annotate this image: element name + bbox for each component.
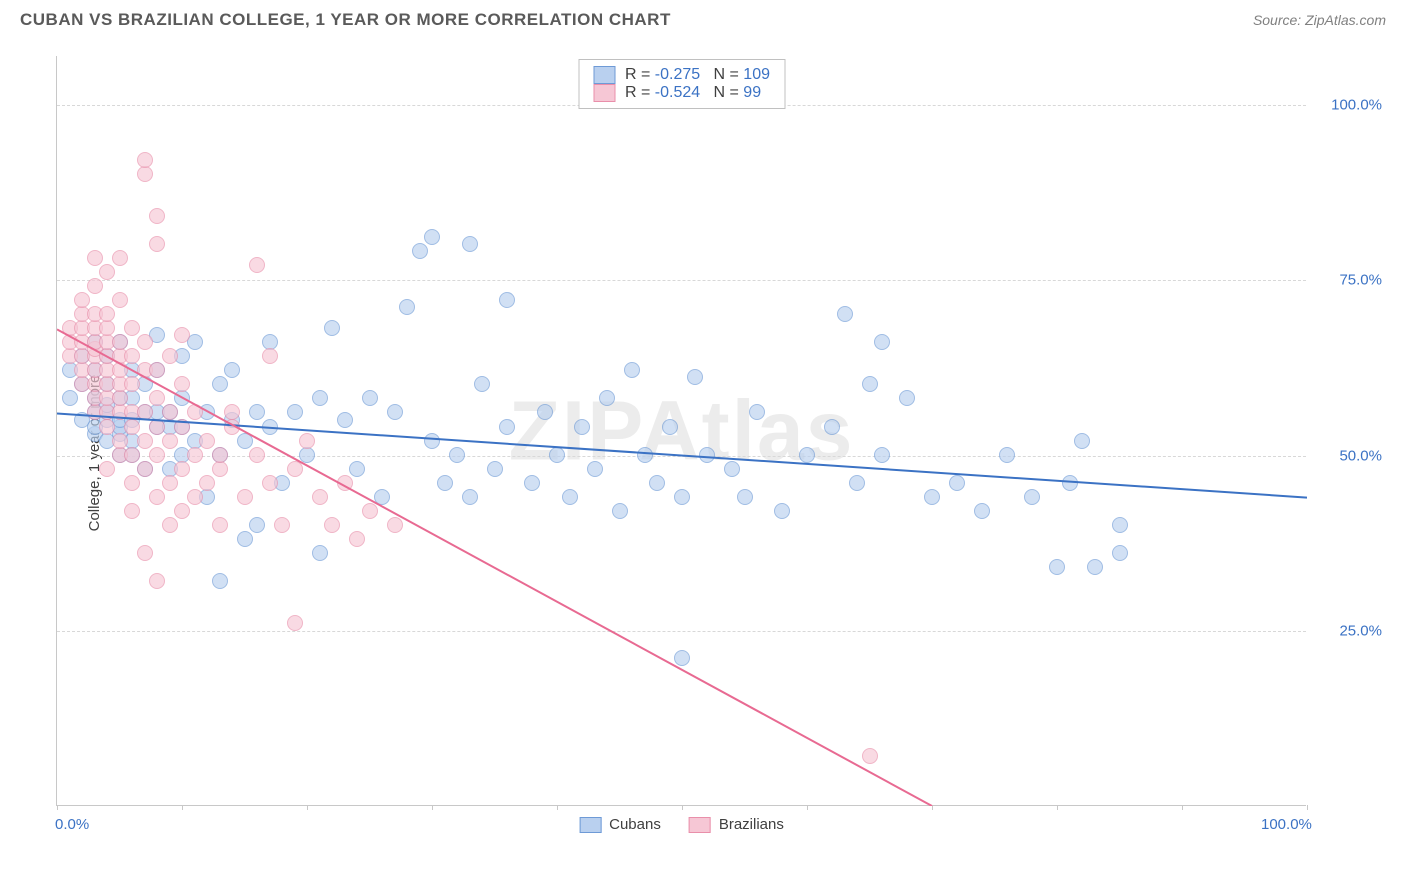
legend-text: R = -0.524 N = 99 xyxy=(625,84,761,102)
legend-label: Cubans xyxy=(609,816,661,833)
y-tick-label: 75.0% xyxy=(1339,272,1382,289)
correlation-legend: R = -0.275 N = 109R = -0.524 N = 99 xyxy=(578,59,785,109)
legend-swatch xyxy=(593,66,615,84)
header: CUBAN VS BRAZILIAN COLLEGE, 1 YEAR OR MO… xyxy=(0,0,1406,36)
chart-container: College, 1 year or more ZIPAtlas 25.0%50… xyxy=(50,48,1390,858)
y-tick-label: 100.0% xyxy=(1331,97,1382,114)
y-tick-label: 50.0% xyxy=(1339,447,1382,464)
x-tick-label: 0.0% xyxy=(55,816,89,833)
legend-row: R = -0.275 N = 109 xyxy=(593,66,770,84)
legend-row: R = -0.524 N = 99 xyxy=(593,84,770,102)
source-attribution: Source: ZipAtlas.com xyxy=(1253,12,1386,28)
legend-item: Brazilians xyxy=(689,816,784,833)
plot-area: ZIPAtlas 25.0%50.0%75.0%100.0%0.0%100.0%… xyxy=(56,56,1306,806)
legend-text: R = -0.275 N = 109 xyxy=(625,66,770,84)
chart-title: CUBAN VS BRAZILIAN COLLEGE, 1 YEAR OR MO… xyxy=(20,10,671,30)
regression-line xyxy=(57,329,932,806)
regression-layer xyxy=(57,56,1307,806)
legend-swatch xyxy=(689,817,711,833)
legend-item: Cubans xyxy=(579,816,661,833)
regression-line xyxy=(57,413,1307,497)
legend-label: Brazilians xyxy=(719,816,784,833)
series-legend: Cubans Brazilians xyxy=(579,816,784,833)
x-tick-mark xyxy=(1307,805,1308,810)
x-tick-label: 100.0% xyxy=(1261,816,1312,833)
legend-swatch xyxy=(593,84,615,102)
y-tick-label: 25.0% xyxy=(1339,622,1382,639)
legend-swatch xyxy=(579,817,601,833)
